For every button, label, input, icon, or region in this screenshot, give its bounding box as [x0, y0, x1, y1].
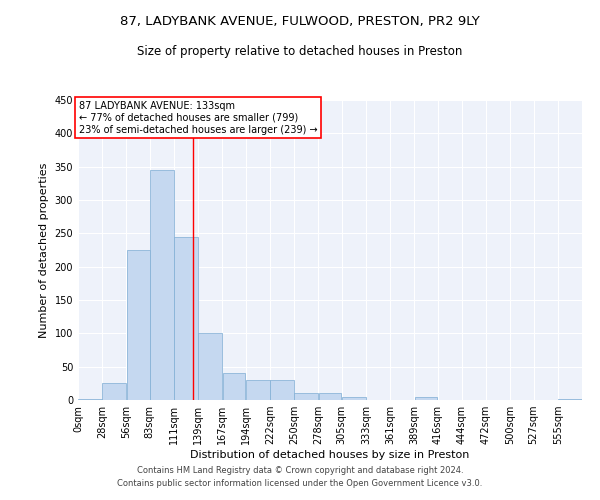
Bar: [199, 334, 222, 400]
Bar: [415, 396, 437, 400]
Bar: [558, 398, 582, 400]
Bar: [174, 236, 198, 400]
Bar: [270, 380, 294, 400]
Bar: [342, 396, 365, 400]
X-axis label: Distribution of detached houses by size in Preston: Distribution of detached houses by size …: [190, 450, 470, 460]
Text: 87, LADYBANK AVENUE, FULWOOD, PRESTON, PR2 9LY: 87, LADYBANK AVENUE, FULWOOD, PRESTON, P…: [120, 15, 480, 28]
Bar: [78, 398, 102, 400]
Bar: [150, 170, 174, 400]
Text: Size of property relative to detached houses in Preston: Size of property relative to detached ho…: [137, 45, 463, 58]
Bar: [319, 394, 341, 400]
Text: Contains HM Land Registry data © Crown copyright and database right 2024.
Contai: Contains HM Land Registry data © Crown c…: [118, 466, 482, 487]
Bar: [295, 394, 318, 400]
Bar: [103, 384, 126, 400]
Y-axis label: Number of detached properties: Number of detached properties: [39, 162, 49, 338]
Bar: [246, 380, 270, 400]
Bar: [223, 374, 245, 400]
Text: 87 LADYBANK AVENUE: 133sqm
← 77% of detached houses are smaller (799)
23% of sem: 87 LADYBANK AVENUE: 133sqm ← 77% of deta…: [79, 102, 317, 134]
Bar: [127, 250, 149, 400]
